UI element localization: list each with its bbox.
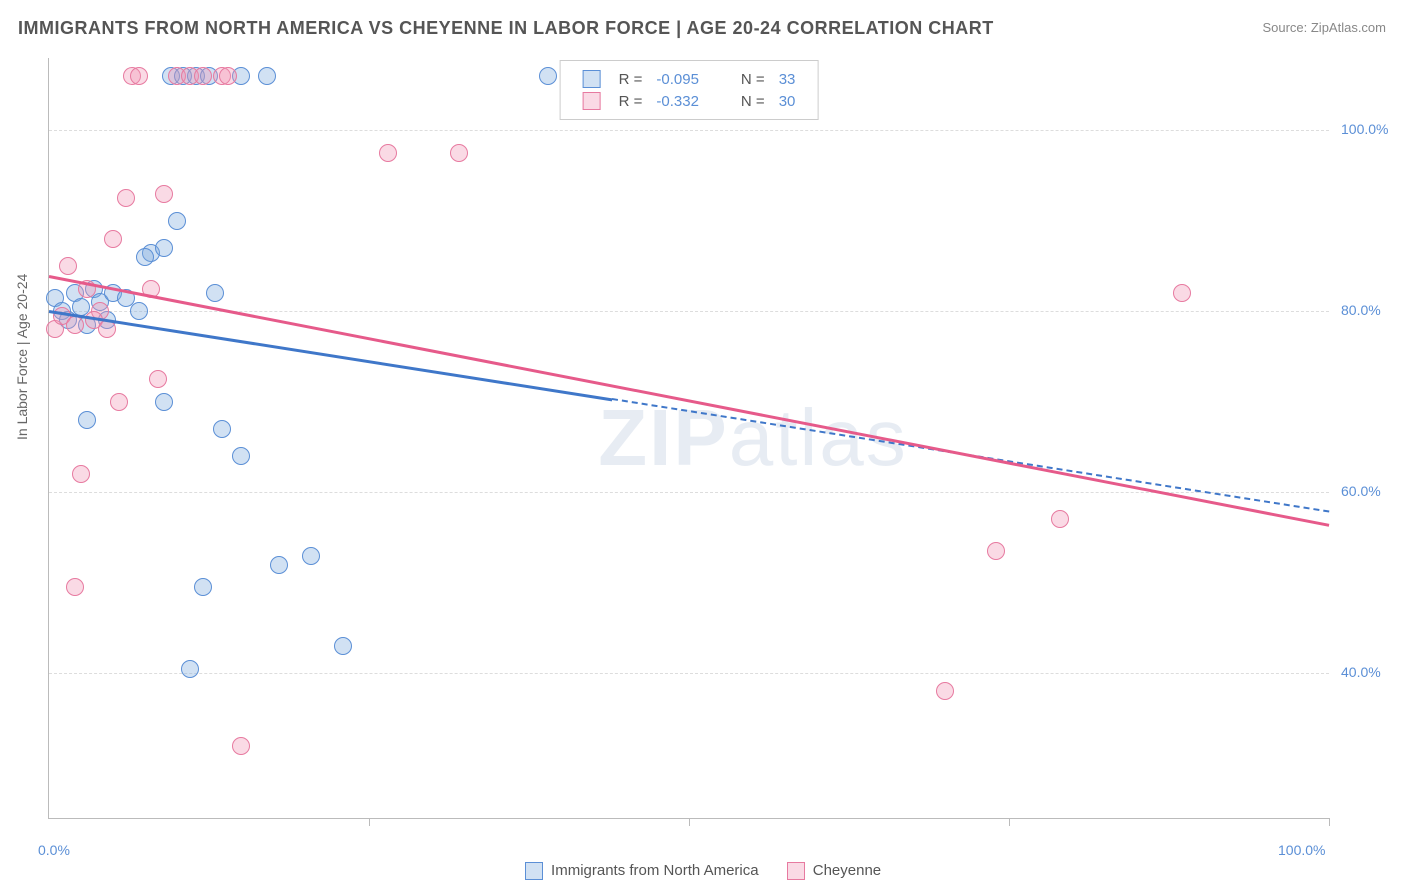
scatter-point [213,420,231,438]
x-axis-tick [1009,818,1010,826]
legend-swatch [525,862,543,880]
n-label: N = [735,91,771,111]
y-axis-title: In Labor Force | Age 20-24 [14,274,30,440]
scatter-point [72,465,90,483]
regression-line [49,275,1330,527]
scatter-point [334,637,352,655]
scatter-point [270,556,288,574]
scatter-plot-area: ZIPatlas R =-0.095N =33R =-0.332N =30 40… [48,58,1329,819]
source-attribution: Source: ZipAtlas.com [1262,20,1386,35]
scatter-point [232,737,250,755]
series-legend: Immigrants from North America Cheyenne [0,862,1406,880]
scatter-point [194,67,212,85]
scatter-point [66,316,84,334]
n-label: N = [735,69,771,89]
y-axis-tick-label: 80.0% [1341,302,1381,318]
scatter-point [539,67,557,85]
y-axis-tick-label: 100.0% [1341,121,1388,137]
x-axis-tick-label: 100.0% [1278,842,1325,858]
legend-swatch [583,92,601,110]
scatter-point [194,578,212,596]
legend-item: Immigrants from North America [525,862,759,880]
scatter-point [130,67,148,85]
scatter-point [450,144,468,162]
scatter-point [110,393,128,411]
scatter-point [136,248,154,266]
scatter-point [219,67,237,85]
legend-item: Cheyenne [787,862,882,880]
scatter-point [59,257,77,275]
r-value: -0.332 [650,91,705,111]
scatter-point [258,67,276,85]
legend-row: R =-0.095 N =33 [577,69,802,89]
y-axis-tick-label: 40.0% [1341,664,1381,680]
scatter-point [149,370,167,388]
x-axis-tick [1329,818,1330,826]
correlation-legend: R =-0.095 N =33 R =-0.332 N =30 [560,60,819,120]
chart-title: IMMIGRANTS FROM NORTH AMERICA VS CHEYENN… [18,18,994,39]
source-name: ZipAtlas.com [1311,20,1386,35]
legend-swatch [583,70,601,88]
scatter-point [987,542,1005,560]
x-axis-tick-label: 0.0% [38,842,70,858]
r-label: R = [613,91,649,111]
gridline-horizontal [49,492,1329,493]
scatter-point [104,230,122,248]
gridline-horizontal [49,130,1329,131]
scatter-point [117,189,135,207]
n-value: 30 [773,91,802,111]
legend-label: Cheyenne [813,862,881,879]
n-value: 33 [773,69,802,89]
scatter-point [181,660,199,678]
scatter-point [1173,284,1191,302]
scatter-point [130,302,148,320]
scatter-point [78,411,96,429]
scatter-point [379,144,397,162]
scatter-point [936,682,954,700]
source-label: Source: [1262,20,1310,35]
legend-swatch [787,862,805,880]
scatter-point [155,185,173,203]
legend-row: R =-0.332 N =30 [577,91,802,111]
scatter-point [155,393,173,411]
regression-line [49,310,613,401]
scatter-point [232,447,250,465]
correlation-legend-table: R =-0.095 N =33 R =-0.332 N =30 [575,67,804,113]
r-label: R = [613,69,649,89]
r-value: -0.095 [650,69,705,89]
legend-label: Immigrants from North America [551,862,759,879]
gridline-horizontal [49,673,1329,674]
scatter-point [66,578,84,596]
y-axis-tick-label: 60.0% [1341,483,1381,499]
scatter-point [302,547,320,565]
x-axis-tick [369,818,370,826]
scatter-point [206,284,224,302]
scatter-point [1051,510,1069,528]
scatter-point [168,212,186,230]
scatter-point [155,239,173,257]
x-axis-tick [689,818,690,826]
